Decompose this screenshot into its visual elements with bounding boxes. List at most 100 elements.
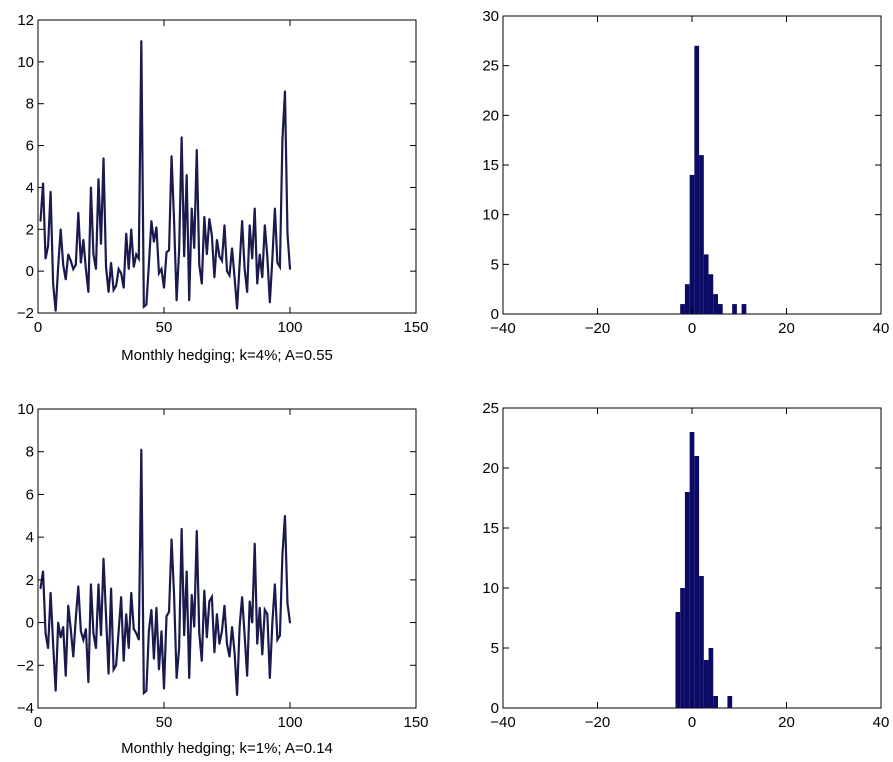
- data-point: [253, 542, 256, 545]
- panel-histogram-k4: −40 −20 0 20 40 0 5 10 15 20 25 30: [482, 8, 889, 337]
- x-tick-label: 40: [873, 714, 890, 731]
- data-point: [110, 587, 112, 590]
- x-tick-label: 0: [34, 714, 42, 731]
- data-point: [105, 266, 107, 268]
- data-point: [243, 268, 246, 270]
- data-point: [203, 589, 206, 592]
- data-point: [153, 240, 155, 243]
- data-point: [185, 570, 188, 573]
- y-tick-label: 8: [26, 96, 34, 113]
- data-point: [59, 636, 62, 639]
- histogram-bars: [680, 45, 747, 315]
- data-point: [188, 677, 191, 679]
- axis-ticks: 0 50 100 150 −4 −2 0 2 4 6 8 10: [17, 401, 429, 731]
- data-point: [218, 255, 221, 258]
- data-point: [120, 596, 123, 598]
- data-point: [231, 247, 233, 250]
- data-point: [180, 527, 183, 530]
- data-point: [52, 282, 55, 285]
- x-tick-label: 0: [34, 319, 42, 336]
- histogram-bar: [689, 432, 695, 708]
- x-tick-label: −40: [490, 714, 515, 731]
- histogram-bar: [694, 456, 700, 708]
- data-point: [74, 617, 77, 620]
- data-point: [273, 207, 276, 210]
- data-point: [233, 276, 236, 279]
- data-point: [122, 286, 125, 289]
- x-tick-label: 0: [688, 320, 696, 337]
- data-point: [147, 263, 150, 266]
- y-tick-label: −2: [17, 305, 34, 322]
- data-point: [268, 677, 271, 679]
- data-point: [90, 583, 92, 586]
- data-point: [140, 40, 143, 42]
- data-point: [281, 138, 284, 141]
- data-point: [79, 630, 82, 633]
- data-point: [100, 634, 102, 637]
- series-line: [39, 40, 292, 312]
- data-point: [115, 284, 118, 287]
- data-point: [190, 207, 193, 210]
- data-point: [107, 672, 110, 675]
- data-point: [160, 630, 163, 633]
- data-point: [178, 249, 181, 252]
- data-point: [47, 647, 49, 650]
- x-tick-label: 100: [277, 319, 302, 336]
- data-point: [135, 632, 138, 635]
- data-point: [185, 173, 188, 176]
- y-tick-label: −2: [17, 657, 34, 674]
- data-point: [95, 268, 97, 270]
- data-point: [90, 186, 92, 189]
- data-point: [155, 606, 158, 609]
- data-point: [163, 687, 165, 690]
- data-point: [127, 268, 130, 270]
- data-point: [77, 585, 80, 588]
- data-point: [130, 228, 133, 231]
- y-tick-label: −4: [17, 700, 34, 717]
- data-point: [84, 268, 87, 270]
- data-point: [145, 690, 148, 692]
- y-tick-label: 0: [26, 615, 34, 632]
- histogram-bar: [703, 660, 709, 708]
- y-tick-label: 15: [482, 520, 499, 537]
- histogram-bar: [699, 155, 704, 314]
- data-point: [256, 643, 259, 645]
- data-point: [263, 224, 266, 227]
- data-point: [82, 638, 85, 641]
- y-tick-label: 10: [482, 207, 499, 224]
- data-point: [248, 224, 251, 227]
- data-point: [160, 268, 163, 270]
- data-point: [203, 215, 206, 218]
- data-point: [147, 630, 150, 633]
- histogram-bar: [708, 274, 714, 314]
- data-point: [198, 263, 201, 266]
- histogram-bar: [713, 294, 718, 314]
- x-tick-label: 40: [873, 320, 890, 337]
- histogram-bar: [684, 492, 690, 708]
- histogram-bar: [694, 45, 700, 315]
- y-tick-label: 25: [482, 400, 499, 417]
- data-point: [289, 621, 291, 624]
- data-point: [59, 228, 62, 231]
- y-tick-label: 5: [491, 640, 499, 657]
- y-tick-label: 6: [26, 486, 34, 503]
- y-tick-label: 2: [26, 572, 34, 589]
- data-point: [140, 448, 143, 451]
- histogram-bar: [684, 284, 690, 314]
- data-point: [137, 638, 140, 641]
- data-point: [289, 268, 291, 270]
- data-point: [102, 557, 105, 560]
- data-point: [226, 643, 228, 645]
- data-point: [243, 634, 246, 637]
- data-point: [268, 301, 271, 304]
- data-point: [112, 289, 115, 291]
- data-point: [246, 291, 249, 293]
- data-point: [92, 253, 95, 256]
- data-point: [49, 591, 52, 594]
- y-tick-label: 10: [17, 401, 34, 418]
- data-point: [155, 226, 158, 229]
- data-point: [173, 220, 175, 222]
